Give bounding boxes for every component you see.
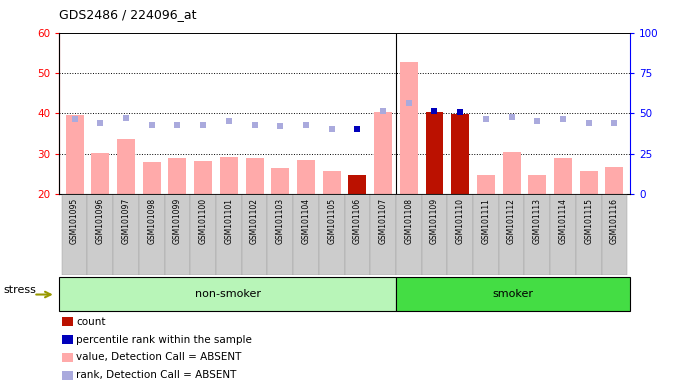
Bar — [63, 371, 73, 379]
Bar — [168, 158, 187, 194]
Bar — [113, 194, 139, 275]
Bar — [242, 194, 267, 275]
Text: rank, Detection Call = ABSENT: rank, Detection Call = ABSENT — [77, 370, 237, 380]
Text: GSM101105: GSM101105 — [327, 198, 336, 244]
Bar — [190, 194, 216, 275]
Bar — [65, 115, 84, 194]
Bar — [349, 175, 366, 194]
Bar — [139, 194, 164, 275]
Bar — [525, 194, 550, 275]
Text: GSM101098: GSM101098 — [148, 198, 156, 244]
Text: GSM101112: GSM101112 — [507, 198, 516, 244]
Text: GSM101109: GSM101109 — [430, 198, 439, 244]
Bar — [293, 194, 319, 275]
Text: GDS2486 / 224096_at: GDS2486 / 224096_at — [59, 8, 197, 21]
Bar — [503, 152, 521, 194]
Text: GSM101097: GSM101097 — [122, 198, 131, 244]
Text: GSM101101: GSM101101 — [224, 198, 233, 244]
Text: percentile rank within the sample: percentile rank within the sample — [77, 334, 252, 344]
Text: GSM101116: GSM101116 — [610, 198, 619, 244]
Text: GSM101099: GSM101099 — [173, 198, 182, 244]
Bar — [117, 139, 135, 194]
Bar — [451, 114, 469, 194]
Bar — [88, 194, 113, 275]
Bar — [396, 194, 422, 275]
Text: stress: stress — [3, 285, 36, 295]
Text: GSM101107: GSM101107 — [379, 198, 388, 244]
Bar — [550, 194, 576, 275]
Text: GSM101110: GSM101110 — [456, 198, 465, 244]
Bar — [374, 113, 392, 194]
Bar — [91, 153, 109, 194]
Text: GSM101108: GSM101108 — [404, 198, 413, 244]
Text: GSM101103: GSM101103 — [276, 198, 285, 244]
Bar — [554, 159, 572, 194]
Bar — [63, 335, 73, 344]
Bar — [425, 114, 443, 194]
Bar — [499, 194, 525, 275]
Bar — [425, 113, 443, 194]
Text: GSM101104: GSM101104 — [301, 198, 310, 244]
Bar — [267, 194, 293, 275]
Bar — [63, 353, 73, 362]
Bar — [528, 175, 546, 194]
Text: GSM101095: GSM101095 — [70, 198, 79, 244]
Bar — [601, 194, 627, 275]
Bar — [216, 194, 242, 275]
Text: GSM101102: GSM101102 — [250, 198, 259, 244]
Bar — [400, 62, 418, 194]
Bar — [473, 194, 499, 275]
FancyBboxPatch shape — [397, 277, 630, 311]
Bar — [580, 171, 598, 194]
Bar — [246, 159, 264, 194]
Text: GSM101113: GSM101113 — [533, 198, 541, 244]
Text: value, Detection Call = ABSENT: value, Detection Call = ABSENT — [77, 353, 242, 362]
Bar — [349, 175, 366, 194]
Bar — [63, 318, 73, 326]
Text: GSM101106: GSM101106 — [353, 198, 362, 244]
Bar — [606, 167, 624, 194]
Bar — [370, 194, 396, 275]
Text: count: count — [77, 317, 106, 327]
Bar — [422, 194, 448, 275]
Bar — [143, 162, 161, 194]
Text: GSM101096: GSM101096 — [96, 198, 105, 244]
Bar — [451, 114, 469, 194]
Text: smoker: smoker — [493, 289, 534, 299]
Bar — [477, 175, 495, 194]
Bar — [297, 160, 315, 194]
Text: GSM101115: GSM101115 — [584, 198, 593, 244]
Bar — [323, 171, 340, 194]
FancyBboxPatch shape — [59, 277, 397, 311]
Bar — [194, 161, 212, 194]
Bar — [164, 194, 190, 275]
Bar — [345, 194, 370, 275]
Bar — [448, 194, 473, 275]
Text: GSM101114: GSM101114 — [558, 198, 567, 244]
Bar — [576, 194, 601, 275]
Bar — [319, 194, 345, 275]
Text: GSM101100: GSM101100 — [198, 198, 207, 244]
Text: GSM101111: GSM101111 — [482, 198, 491, 244]
Text: non-smoker: non-smoker — [195, 289, 261, 299]
Bar — [62, 194, 88, 275]
Bar — [220, 157, 238, 194]
Bar — [271, 168, 290, 194]
